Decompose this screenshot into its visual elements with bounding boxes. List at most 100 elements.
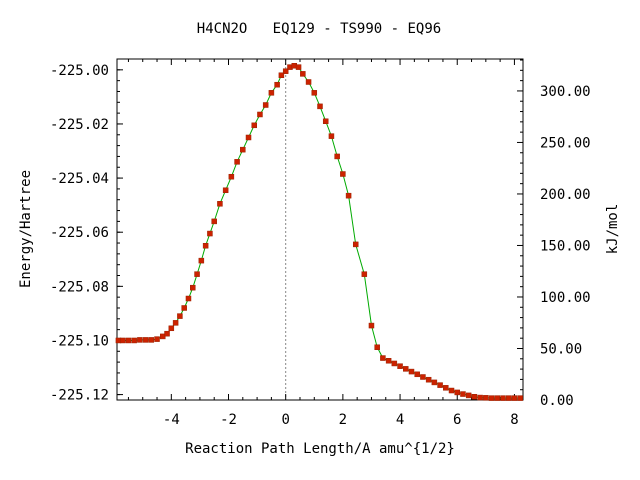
data-point — [391, 360, 398, 367]
data-point — [240, 146, 246, 153]
data-point — [185, 295, 192, 302]
data-point — [420, 374, 426, 380]
y2-tick-label: 50.00 — [540, 341, 582, 357]
data-point — [168, 325, 175, 332]
data-point — [311, 90, 318, 96]
data-point — [300, 71, 306, 77]
data-point — [500, 395, 506, 401]
data-point — [494, 395, 501, 401]
data-point — [340, 171, 346, 177]
data-point — [322, 118, 329, 124]
data-point — [262, 102, 269, 108]
y-tick-label: -225.02 — [50, 117, 109, 133]
tick-labels: -4 -2 0 2 4 6 8 -225.12 -225.10 -225.08 -225.06 -22… — [50, 63, 591, 428]
x-tick-label: 4 — [396, 412, 404, 428]
data-point — [278, 72, 285, 78]
plot-frame — [116, 58, 524, 401]
data-point — [194, 271, 200, 277]
x-tick-label: 6 — [453, 412, 461, 428]
data-point — [431, 379, 438, 386]
data-point — [251, 122, 257, 129]
data-point — [328, 133, 335, 139]
data-point — [443, 385, 449, 391]
data-point — [202, 242, 209, 249]
data-point — [352, 241, 359, 248]
data-point — [465, 392, 472, 399]
y-tick-label: -225.00 — [50, 63, 109, 79]
y2-tick-label: 250.00 — [540, 135, 591, 151]
data-point — [488, 395, 495, 401]
data-point — [448, 387, 455, 394]
data-point — [131, 337, 137, 344]
data-point — [368, 322, 375, 329]
data-point — [190, 284, 196, 291]
data-point — [172, 320, 179, 326]
x-axis-label: Reaction Path Length/A amu^{1/2} — [185, 441, 455, 457]
y2-axis-label: kJ/mol — [605, 204, 621, 255]
data-point — [125, 337, 132, 344]
data-point — [148, 337, 155, 343]
data-point — [397, 363, 403, 369]
data-point — [374, 344, 380, 350]
data-point — [222, 187, 229, 194]
data-point — [211, 218, 217, 225]
x-tick-label: 8 — [510, 412, 518, 428]
data-point — [198, 257, 205, 264]
data-point — [345, 192, 352, 199]
x-tick-label: -2 — [220, 412, 237, 428]
data-point — [295, 64, 302, 70]
data-point — [257, 111, 263, 118]
data-point — [454, 389, 460, 396]
data-point — [164, 330, 170, 337]
y-axis-label: Energy/Hartree — [18, 170, 34, 288]
axes — [116, 58, 524, 401]
y-tick-label: -225.10 — [50, 333, 109, 349]
chart-title: H4CN2O EQ129 - TS990 - EQ96 — [197, 21, 441, 37]
data-point — [137, 337, 143, 343]
data-point — [234, 159, 240, 165]
energy-line — [118, 65, 521, 399]
data-point — [142, 337, 149, 343]
y-tick-label: -225.04 — [50, 171, 109, 187]
data-point — [408, 368, 415, 375]
data-point — [511, 395, 518, 401]
data-point — [385, 358, 392, 364]
data-point — [207, 230, 213, 237]
y2-tick-label: 100.00 — [540, 290, 591, 306]
data-point — [483, 395, 489, 401]
data-point — [268, 90, 275, 96]
data-point — [177, 313, 183, 319]
data-point — [119, 337, 126, 344]
data-point — [274, 81, 280, 88]
data-point — [380, 355, 386, 361]
data-point — [317, 103, 323, 110]
data-point — [282, 68, 289, 74]
data-point — [154, 336, 160, 342]
data-point — [505, 395, 512, 401]
y2-tick-label: 200.00 — [540, 187, 591, 203]
data-point — [425, 376, 432, 383]
data-point — [477, 394, 483, 401]
y2-tick-label: 0.00 — [540, 393, 574, 409]
data-point — [217, 201, 223, 207]
y-tick-label: -225.08 — [50, 279, 109, 295]
data-point — [460, 391, 466, 397]
x-tick-label: -4 — [163, 412, 180, 428]
y-tick-label: -225.12 — [50, 388, 109, 404]
data-point — [471, 394, 478, 400]
data-point — [414, 371, 420, 378]
data-point — [403, 366, 409, 372]
data-point — [228, 173, 235, 180]
y-tick-label: -225.06 — [50, 225, 109, 241]
data-point — [517, 395, 523, 401]
data-point — [361, 271, 368, 277]
data-point — [437, 382, 443, 388]
data-point — [305, 79, 312, 85]
y2-tick-label: 150.00 — [540, 238, 591, 254]
x-tick-label: 2 — [339, 412, 347, 428]
data-point — [245, 134, 252, 141]
series-energy — [115, 63, 523, 401]
data-point — [334, 153, 340, 160]
x-tick-label: 0 — [281, 412, 289, 428]
